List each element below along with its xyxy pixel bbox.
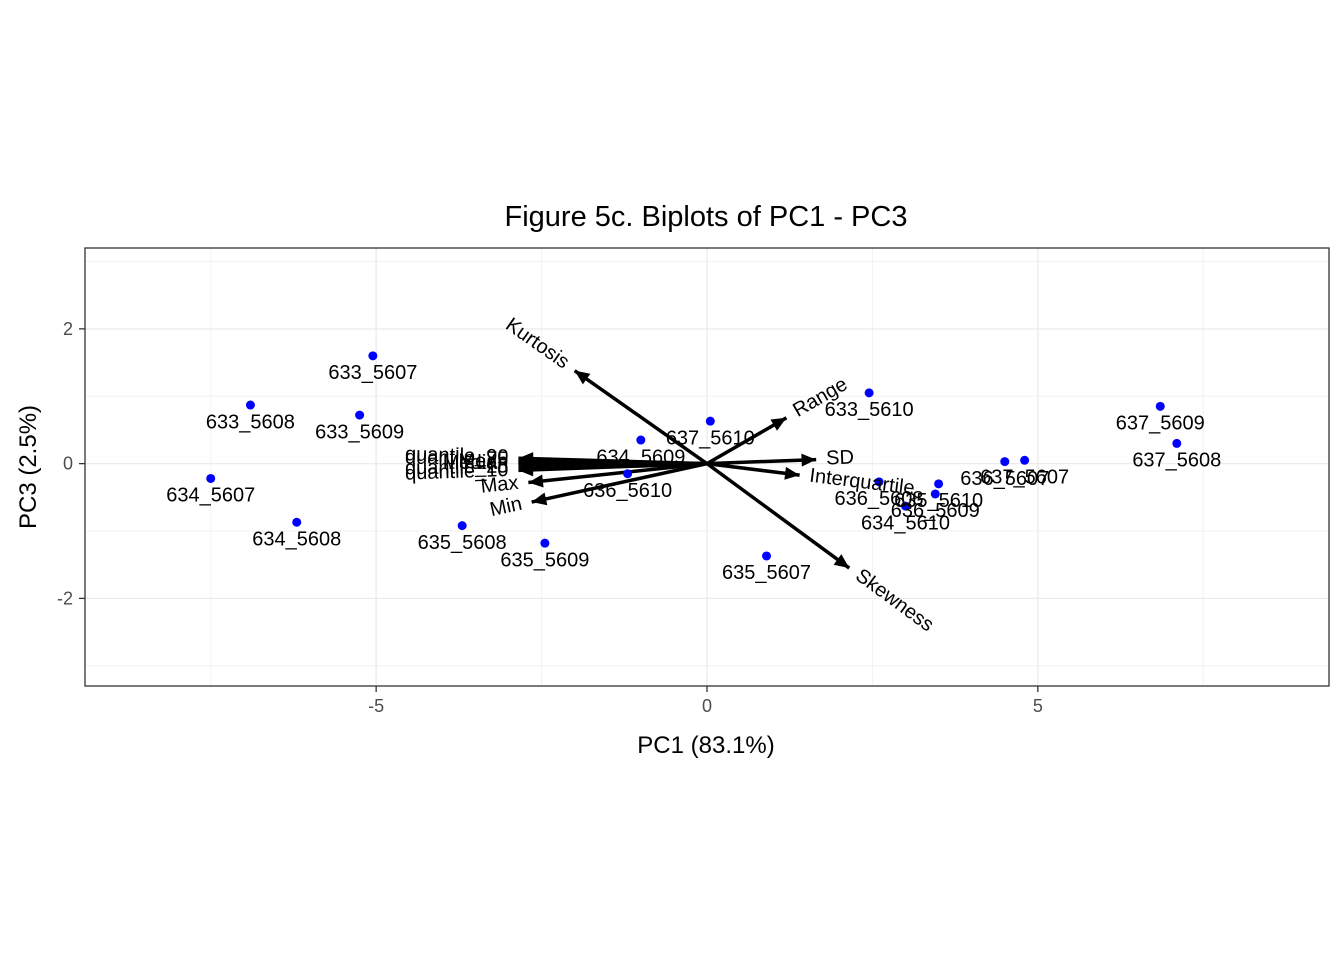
- point-label: 634_5607: [166, 485, 255, 507]
- point-label: 635_5607: [722, 562, 811, 584]
- data-points: [206, 351, 1182, 561]
- data-point: [540, 538, 550, 548]
- data-point: [355, 410, 365, 420]
- x-axis-ticks: -5 0 5: [368, 686, 1043, 716]
- point-label: 637_5610: [666, 427, 755, 449]
- loading-arrowhead: [518, 452, 534, 466]
- point-label: 637_5608: [1132, 450, 1221, 472]
- data-point: [636, 435, 646, 445]
- data-point: [930, 489, 940, 499]
- data-point: [206, 473, 216, 483]
- y-tick-label: -2: [57, 588, 73, 608]
- chart-title: Figure 5c. Biplots of PC1 - PC3: [505, 201, 908, 233]
- point-label: 636_5610: [583, 480, 672, 502]
- point-label: 636_5608: [835, 488, 924, 510]
- loading-label: Max: [480, 472, 520, 498]
- loading-arrow: [528, 461, 708, 485]
- loading-arrowhead: [518, 463, 534, 477]
- x-tick-label: 0: [702, 696, 712, 716]
- data-point: [623, 469, 633, 479]
- data-point: [901, 501, 911, 511]
- point-label: 634_5610: [861, 512, 950, 534]
- loading-arrow: [573, 369, 709, 466]
- loading-label: Median: [443, 452, 509, 474]
- loading-arrow: [518, 461, 708, 473]
- point-label: 635_5608: [418, 532, 507, 554]
- point-label: 637_5607: [980, 467, 1069, 489]
- loading-arrowhead: [574, 370, 591, 385]
- loading-arrow: [518, 456, 708, 466]
- loading-label: quantile_25: [405, 455, 509, 479]
- loading-label: quantile_75: [405, 447, 509, 471]
- x-axis-title: PC1 (83.1%): [637, 732, 774, 759]
- loading-arrowhead: [801, 453, 817, 467]
- x-tick-label: -5: [368, 696, 384, 716]
- loading-arrowhead: [784, 466, 800, 480]
- point-label: 635_5609: [500, 549, 589, 571]
- data-point: [705, 416, 715, 426]
- loading-arrowhead: [770, 417, 787, 431]
- point-label: 633_5610: [825, 399, 914, 421]
- point-label: 633_5607: [328, 362, 417, 384]
- loading-arrows: [518, 369, 851, 570]
- loading-label: Mean: [458, 450, 508, 472]
- y-tick-label: 2: [63, 319, 73, 339]
- data-point: [1000, 457, 1010, 467]
- data-point: [457, 521, 467, 531]
- loading-arrowhead: [531, 492, 548, 506]
- loading-label: quantile_90: [405, 443, 509, 468]
- data-point: [864, 388, 874, 398]
- data-point: [292, 517, 302, 527]
- point-label: 633_5609: [315, 421, 404, 443]
- data-point: [1020, 455, 1030, 465]
- loading-arrow: [705, 462, 851, 570]
- point-label: 633_5608: [206, 411, 295, 433]
- point-label: 636_5609: [891, 500, 980, 522]
- data-point: [1155, 401, 1165, 411]
- point-label: 634_5609: [596, 446, 685, 468]
- loading-arrowhead: [528, 474, 544, 488]
- y-tick-label: 0: [63, 454, 73, 474]
- loading-arrow: [531, 461, 708, 504]
- loading-arrow: [706, 461, 800, 477]
- point-label: 634_5608: [252, 529, 341, 551]
- loading-arrow: [706, 416, 788, 466]
- point-label: 636_5607: [960, 468, 1049, 490]
- data-point: [245, 400, 255, 410]
- data-point: [934, 479, 944, 489]
- point-label: 637_5609: [1116, 413, 1205, 435]
- y-axis-title: PC3 (2.5%): [15, 405, 42, 529]
- x-tick-label: 5: [1033, 696, 1043, 716]
- data-point: [762, 551, 772, 561]
- data-point: [874, 477, 884, 487]
- point-label: 635_5610: [894, 490, 983, 512]
- loading-arrow: [706, 457, 817, 466]
- data-point: [368, 351, 378, 361]
- loading-label: quantile_10: [405, 459, 509, 485]
- loading-arrowhead: [833, 554, 850, 569]
- y-axis-ticks: -2 0 2: [57, 319, 85, 608]
- data-point: [1172, 438, 1182, 448]
- point-labels: 633_5607 633_5608 633_5609 634_5607 634_5608…: [166, 362, 1221, 584]
- loading-label: SD: [826, 446, 855, 469]
